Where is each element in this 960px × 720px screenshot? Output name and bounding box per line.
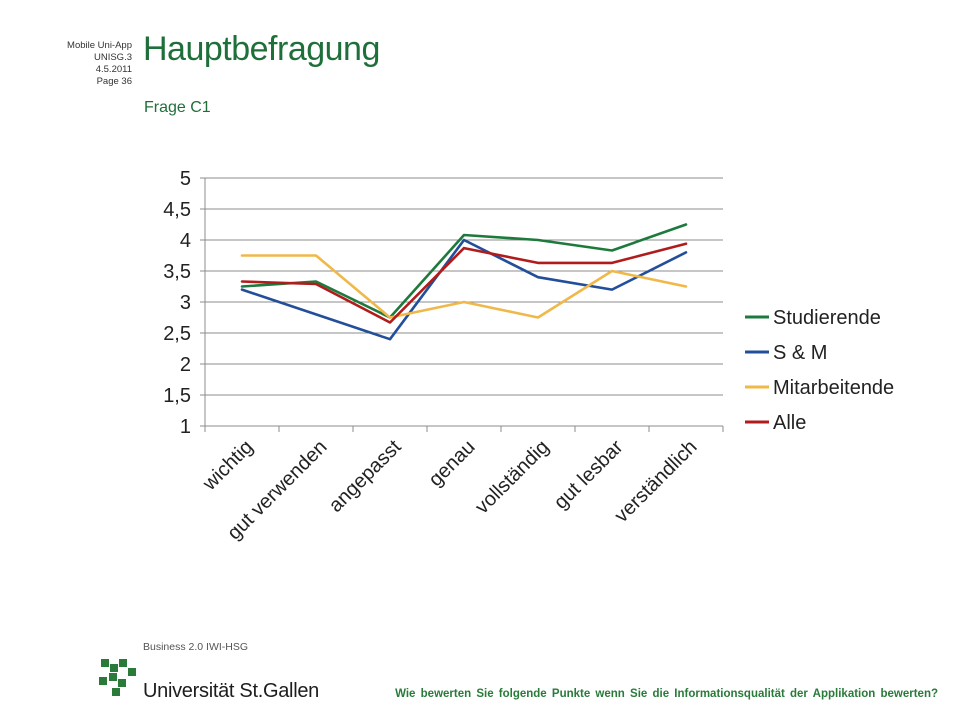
question-footer: Wie bewerten Sie folgende Punkte wenn Si…: [395, 688, 938, 700]
y-tick-label: 5: [180, 168, 191, 190]
legend-label: Studierende: [773, 307, 881, 329]
y-tick-label: 2,5: [163, 323, 191, 345]
x-tick-label: wichtig: [198, 436, 257, 495]
meta-project: Mobile Uni-App: [67, 40, 132, 51]
series-line-1: [240, 238, 688, 341]
y-tick-label: 1,5: [163, 385, 191, 407]
y-tick-label: 2: [180, 354, 191, 376]
legend-label: Mitarbeitende: [773, 377, 894, 399]
series-line-3: [240, 242, 688, 324]
x-tick-label: angepasst: [325, 436, 406, 517]
y-tick-label: 3: [180, 292, 191, 314]
slide-meta: Mobile Uni-App UNISG.3 4.5.2011 Page 36: [40, 40, 132, 88]
x-tick-label: gut lesbar: [550, 436, 628, 514]
x-tick-label: genau: [425, 436, 480, 491]
y-tick-label: 3,5: [163, 261, 191, 283]
page-title: Hauptbefragung: [143, 30, 380, 68]
meta-page: Page 36: [96, 76, 132, 87]
series-line-2: [240, 254, 688, 319]
y-tick-label: 4,5: [163, 199, 191, 221]
logo-text: Universität St.Gallen: [143, 680, 319, 702]
series-line-0: [240, 223, 688, 319]
y-tick-label: 4: [180, 230, 191, 252]
legend-label: S & M: [773, 342, 827, 364]
legend-label: Alle: [773, 412, 806, 434]
x-tick-label: vollständig: [471, 436, 553, 518]
meta-code: UNISG.3: [93, 52, 132, 63]
university-logo-icon: [96, 640, 142, 706]
logo-subtitle: Business 2.0 IWI-HSG: [143, 641, 249, 653]
meta-date: 4.5.2011: [95, 64, 132, 75]
y-tick-label: 1: [180, 416, 191, 438]
page-subtitle: Frage C1: [144, 99, 211, 116]
